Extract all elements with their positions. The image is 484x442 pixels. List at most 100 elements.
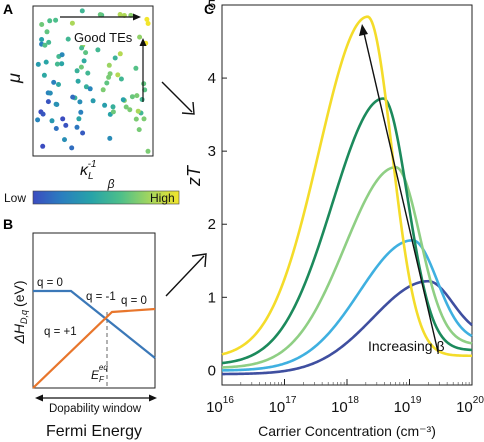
- scatter-point: [42, 42, 48, 48]
- scatter-point: [133, 65, 139, 71]
- scatter-point: [80, 130, 86, 136]
- x-tick-label: 1018: [331, 395, 359, 416]
- scatter-point: [139, 97, 145, 102]
- scatter-point: [79, 8, 85, 14]
- y-ticks: 0 1 2 3 4 5: [208, 0, 227, 379]
- scatter-point: [100, 87, 106, 93]
- scatter-point: [117, 51, 123, 57]
- colorbar: [32, 190, 180, 205]
- increasing-beta-arrowhead: [359, 24, 368, 36]
- x-minor-ticks: [240, 382, 470, 385]
- scatter-point: [83, 50, 89, 56]
- scatter-point: [53, 126, 59, 131]
- scatter-point: [69, 145, 75, 151]
- scatter-point: [144, 16, 150, 22]
- zt-curve-3: [221, 165, 473, 369]
- panel-b-label: B: [3, 216, 13, 232]
- scatter-point: [69, 20, 75, 26]
- y-tick-label: 3: [208, 143, 216, 160]
- good-te-label-bg: [72, 29, 134, 45]
- y-tick-label: 0: [208, 362, 216, 379]
- scatter-point: [141, 81, 147, 87]
- scatter-point: [35, 117, 41, 123]
- scatter-point: [53, 17, 59, 23]
- scatter-point: [79, 45, 85, 51]
- scatter-point: [107, 135, 113, 141]
- scatter-point: [118, 76, 124, 82]
- scatter-point: [59, 52, 65, 58]
- scatter-point: [53, 101, 59, 107]
- x-tick-label: 1016: [206, 395, 234, 416]
- panel-a-ylabel: μ: [4, 73, 24, 84]
- y-tick-label: 1: [208, 289, 216, 306]
- scatter-point: [95, 47, 101, 53]
- panel-b-plot: q = 0 q = -1 q = 0 q = +1 EFeq: [32, 232, 156, 389]
- panel-a-label: A: [3, 1, 13, 17]
- zt-ylabel: zT: [184, 164, 204, 187]
- scatter-point: [145, 21, 151, 26]
- arrow-a-to-c: [161, 81, 193, 113]
- delta-h-unit: (eV): [11, 281, 27, 307]
- panel-c-label: C: [204, 1, 214, 17]
- scatter-point: [141, 116, 147, 122]
- zt-curves: [221, 15, 473, 376]
- scatter-point: [45, 99, 51, 105]
- zt-chart: 1016 1017 1018 1019 1020 0 1 2 3 4 5 Increasing β: [206, 0, 484, 416]
- scatter-point: [117, 12, 123, 17]
- label-q-minus1: q = -1: [86, 291, 116, 303]
- dopability-window-label: Dopability window: [49, 403, 142, 415]
- panel-a-xlabel: κL-1: [80, 159, 96, 182]
- arrow-b-to-c: [165, 255, 205, 297]
- arrow-b-to-c-head: [191, 253, 207, 268]
- scatter-point: [43, 59, 49, 65]
- scatter-point: [41, 72, 47, 78]
- scatter-point: [74, 68, 80, 74]
- scatter-point: [76, 116, 82, 122]
- scatter-point: [81, 58, 87, 64]
- panel-a-plot: Good TEs: [32, 5, 154, 157]
- increasing-beta-arrow: [363, 32, 439, 353]
- dopability-arrowhead-right: [149, 394, 157, 402]
- scatter-point: [123, 104, 129, 110]
- colorbar-high-label: High: [150, 191, 175, 205]
- x-tick-label: 1019: [394, 395, 422, 416]
- scatter-point: [35, 61, 41, 67]
- scatter-point: [70, 94, 76, 100]
- colorbar-beta-label: β: [107, 177, 115, 191]
- x-tick-label: 1017: [269, 395, 297, 416]
- scatter-point: [115, 72, 121, 78]
- scatter-point: [137, 34, 143, 40]
- colorbar-low-label: Low: [4, 191, 26, 205]
- scatter-point: [112, 55, 118, 61]
- scatter-point: [145, 148, 151, 154]
- dopability-arrowhead-left: [35, 394, 43, 402]
- scatter-point: [110, 109, 116, 115]
- scatter-point: [78, 109, 84, 115]
- scatter-point: [127, 107, 133, 113]
- delta-h: ΔH: [11, 323, 27, 344]
- scatter-point: [44, 29, 50, 35]
- scatter-point: [47, 90, 53, 96]
- scatter-point: [83, 84, 89, 90]
- scatter-point: [133, 116, 139, 122]
- scatter-point: [49, 118, 55, 124]
- good-te-arrowhead-vertical: [139, 38, 147, 46]
- scatter-point: [60, 116, 66, 122]
- scatter-point: [110, 104, 116, 110]
- ef-base: E: [91, 368, 100, 382]
- scatter-point: [40, 111, 46, 117]
- kappa-sub: L: [88, 171, 94, 182]
- fermi-level-label: EFeq: [91, 363, 108, 384]
- kappa-symbol: κ: [80, 162, 89, 179]
- scatter-point: [134, 93, 140, 99]
- scatter-point: [87, 86, 93, 92]
- y-tick-label: 5: [208, 0, 216, 14]
- scatter-point: [51, 79, 57, 85]
- scatter-point: [90, 98, 96, 104]
- donor-defect-line: [32, 307, 156, 389]
- acceptor-defect-line: [33, 289, 156, 359]
- scatter-point: [107, 71, 113, 77]
- scatter-point: [85, 70, 91, 76]
- zt-curve-5: [221, 15, 473, 358]
